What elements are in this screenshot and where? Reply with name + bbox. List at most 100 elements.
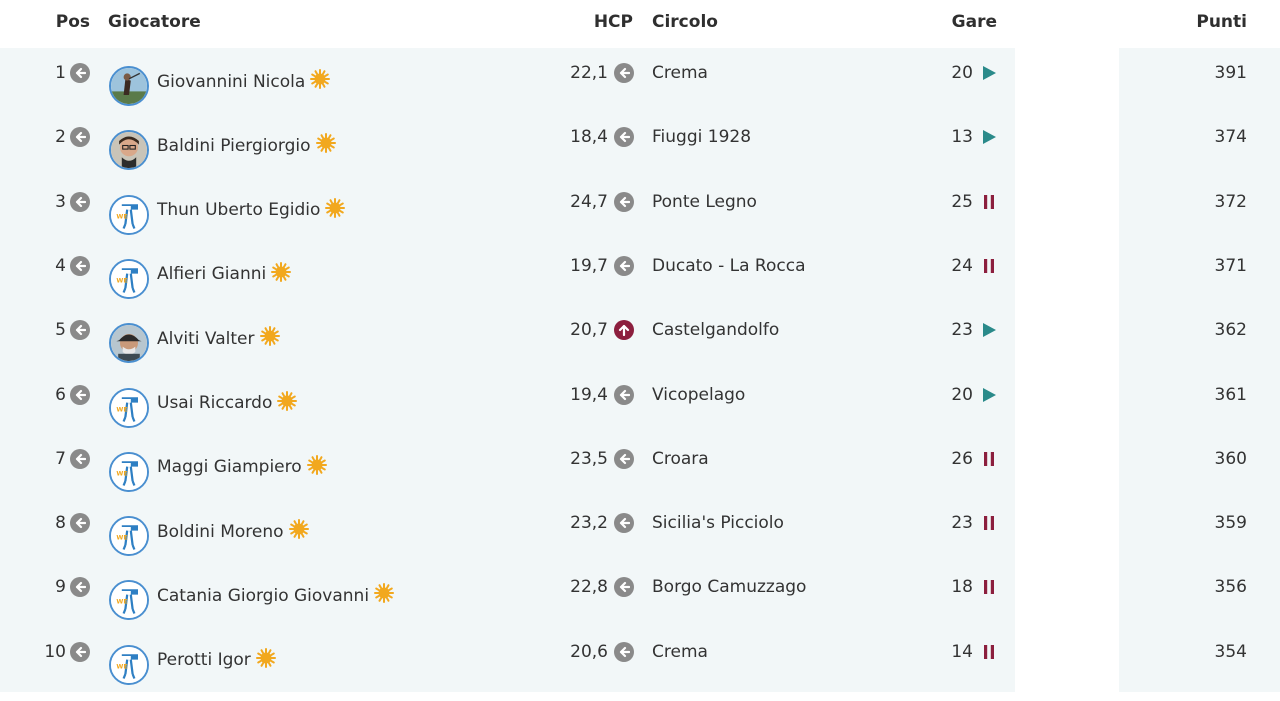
club-name[interactable]: Fiuggi 1928 xyxy=(652,127,752,148)
table-row[interactable]: 7 WE Maggi Giampiero 23,5 Croara 26 360 xyxy=(0,444,1280,508)
table-row[interactable]: 2 Baldini Piergiorgio 18,4 Fiuggi 1928 13 374 xyxy=(0,122,1280,186)
position: 5 xyxy=(55,320,66,341)
play-icon[interactable] xyxy=(981,129,997,145)
up-arrow-icon xyxy=(614,320,634,341)
gare-count: 26 xyxy=(951,448,973,469)
left-arrow-icon xyxy=(614,63,634,83)
table-row[interactable]: 4 WE Alfieri Gianni 19,7 Ducato - La Rocca 24… xyxy=(0,251,1280,315)
left-arrow-icon xyxy=(614,255,634,276)
player-name-text[interactable]: Maggi Giampiero xyxy=(157,457,302,478)
club-name[interactable]: Croara xyxy=(652,448,709,469)
svg-text:WE: WE xyxy=(116,535,127,542)
table-row[interactable]: 10 WE Perotti Igor 20,6 Crema 14 354 xyxy=(0,637,1280,701)
club-name[interactable]: Crema xyxy=(652,641,708,662)
left-arrow-icon xyxy=(70,63,90,83)
player-name[interactable]: Alviti Valter xyxy=(157,326,280,351)
player-name[interactable]: Maggi Giampiero xyxy=(157,454,327,480)
hcp-value: 20,7 xyxy=(570,320,608,341)
svg-text:WE: WE xyxy=(116,213,127,220)
club-name[interactable]: Sicilia's Picciolo xyxy=(652,513,784,534)
play-icon[interactable] xyxy=(981,65,997,81)
hcp-value: 19,4 xyxy=(570,384,608,405)
header-punti[interactable]: Punti xyxy=(1196,12,1247,32)
player-name[interactable]: Catania Giorgio Giovanni xyxy=(157,583,395,608)
player-name-text[interactable]: Baldini Piergiorgio xyxy=(157,135,311,156)
player-name-text[interactable]: Alviti Valter xyxy=(157,328,255,349)
player-name[interactable]: Giovannini Nicola xyxy=(157,69,331,94)
hcp-value: 22,1 xyxy=(570,63,608,83)
club-name[interactable]: Ducato - La Rocca xyxy=(652,255,806,276)
table-row[interactable]: 8 WE Boldini Moreno 23,2 Sicilia's Picciolo 2… xyxy=(0,508,1280,572)
gare-count: 23 xyxy=(951,320,973,341)
table-row[interactable]: 1 Giovannini Nicola 22,1 Crema 20 391 xyxy=(0,58,1280,122)
position: 1 xyxy=(55,63,66,83)
player-name-text[interactable]: Boldini Moreno xyxy=(157,521,284,542)
avatar[interactable]: WE xyxy=(109,644,149,685)
club-name[interactable]: Borgo Camuzzago xyxy=(652,577,807,598)
player-name-text[interactable]: Thun Uberto Egidio xyxy=(157,200,321,221)
left-arrow-icon xyxy=(70,641,90,662)
points-value: 354 xyxy=(1214,641,1247,662)
header-pos[interactable]: Pos xyxy=(55,12,90,32)
avatar[interactable]: WE xyxy=(109,580,149,621)
player-name[interactable]: Boldini Moreno xyxy=(157,519,309,544)
svg-text:WE: WE xyxy=(116,406,127,413)
player-name-text[interactable]: Usai Riccardo xyxy=(157,393,273,413)
pause-icon[interactable] xyxy=(981,451,997,467)
table-row[interactable]: 3 WE Thun Uberto Egidio 24,7 Ponte Legno 25 37… xyxy=(0,187,1280,251)
sun-icon xyxy=(374,583,395,608)
gare-count: 18 xyxy=(951,577,973,598)
position: 3 xyxy=(55,191,66,212)
sun-icon xyxy=(310,69,331,94)
points-value: 374 xyxy=(1214,127,1247,148)
avatar[interactable]: WE xyxy=(109,451,149,492)
hcp-value: 20,6 xyxy=(570,641,608,662)
pause-icon[interactable] xyxy=(981,579,997,595)
club-name[interactable]: Crema xyxy=(652,63,708,83)
pause-icon[interactable] xyxy=(981,194,997,210)
avatar[interactable] xyxy=(109,323,149,364)
header-club[interactable]: Circolo xyxy=(652,12,718,32)
table-header: Pos Giocatore HCP Circolo Gare Punti xyxy=(0,0,1280,48)
avatar[interactable]: WE xyxy=(109,194,149,235)
play-icon[interactable] xyxy=(981,322,997,338)
player-name-text[interactable]: Catania Giorgio Giovanni xyxy=(157,585,370,606)
table-row[interactable]: 6 WE Usai Riccardo 19,4 Vicopelago 20 361 xyxy=(0,380,1280,444)
avatar[interactable]: WE xyxy=(109,516,149,557)
pause-icon[interactable] xyxy=(981,644,997,660)
hcp-value: 18,4 xyxy=(570,127,608,148)
points-value: 362 xyxy=(1214,320,1247,341)
club-name[interactable]: Ponte Legno xyxy=(652,191,757,212)
table-row[interactable]: 9 WE Catania Giorgio Giovanni 22,8 Borgo Cam… xyxy=(0,572,1280,636)
left-arrow-icon xyxy=(614,448,634,469)
hcp-value: 23,5 xyxy=(570,448,608,469)
club-name[interactable]: Castelgandolfo xyxy=(652,320,780,341)
points-column-background xyxy=(1119,48,1280,692)
avatar[interactable] xyxy=(109,66,149,106)
club-name[interactable]: Vicopelago xyxy=(652,384,746,405)
avatar[interactable]: WE xyxy=(109,258,149,299)
pause-icon[interactable] xyxy=(981,258,997,274)
player-name[interactable]: Thun Uberto Egidio xyxy=(157,197,346,223)
header-player[interactable]: Giocatore xyxy=(108,12,201,32)
avatar[interactable]: WE xyxy=(109,387,149,428)
player-name[interactable]: Baldini Piergiorgio xyxy=(157,133,336,158)
play-icon[interactable] xyxy=(981,387,997,403)
player-name[interactable]: Usai Riccardo xyxy=(157,390,298,416)
player-name-text[interactable]: Perotti Igor xyxy=(157,650,251,671)
sun-icon xyxy=(255,647,276,673)
player-name-text[interactable]: Alfieri Gianni xyxy=(157,264,267,285)
table-body-background xyxy=(0,48,1015,692)
avatar[interactable] xyxy=(109,130,149,171)
player-name[interactable]: Perotti Igor xyxy=(157,647,276,673)
player-name[interactable]: Alfieri Gianni xyxy=(157,261,292,287)
sun-icon xyxy=(306,454,327,480)
sun-icon xyxy=(259,326,280,351)
player-name-text[interactable]: Giovannini Nicola xyxy=(157,71,306,92)
header-gare[interactable]: Gare xyxy=(951,12,997,32)
pause-icon[interactable] xyxy=(981,515,997,531)
svg-text:WE: WE xyxy=(116,663,127,670)
svg-text:WE: WE xyxy=(116,599,127,606)
header-hcp[interactable]: HCP xyxy=(593,12,633,32)
table-row[interactable]: 5 Alviti Valter 20,7 Castelgandolfo 23 362 xyxy=(0,315,1280,379)
